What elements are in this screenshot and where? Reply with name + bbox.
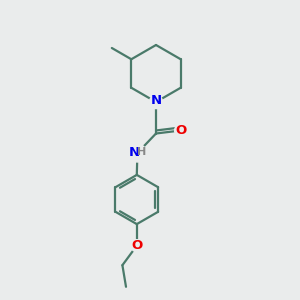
Text: N: N (150, 94, 162, 107)
Circle shape (149, 95, 163, 109)
Circle shape (131, 240, 143, 252)
Circle shape (175, 124, 187, 136)
Text: H: H (137, 147, 147, 158)
Circle shape (128, 144, 146, 162)
Text: O: O (175, 124, 186, 137)
Text: N: N (128, 146, 140, 159)
Text: O: O (131, 239, 142, 252)
